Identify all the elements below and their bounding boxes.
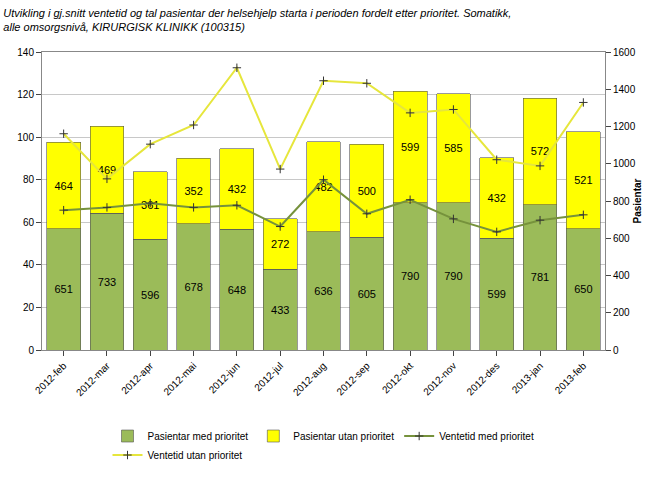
- svg-text:200: 200: [613, 307, 630, 318]
- svg-text:80: 80: [23, 174, 35, 185]
- svg-text:2012-aug: 2012-aug: [291, 360, 329, 398]
- svg-text:Ventetid utan prioritet: Ventetid utan prioritet: [148, 450, 243, 461]
- svg-text:650: 650: [574, 283, 592, 295]
- svg-text:585: 585: [444, 142, 462, 154]
- svg-text:1600: 1600: [613, 47, 636, 58]
- svg-text:605: 605: [358, 288, 376, 300]
- svg-text:Pasientar med prioritet: Pasientar med prioritet: [148, 431, 249, 442]
- svg-text:599: 599: [488, 288, 506, 300]
- svg-text:636: 636: [314, 285, 332, 297]
- svg-text:2012-feb: 2012-feb: [33, 360, 69, 396]
- svg-text:2012-okt: 2012-okt: [380, 360, 415, 395]
- svg-text:120: 120: [17, 89, 34, 100]
- svg-text:600: 600: [613, 233, 630, 244]
- svg-text:40: 40: [23, 259, 35, 270]
- svg-text:678: 678: [184, 281, 202, 293]
- svg-text:651: 651: [54, 283, 72, 295]
- svg-text:2012-jun: 2012-jun: [207, 360, 242, 395]
- svg-text:2012-nov: 2012-nov: [421, 360, 458, 397]
- svg-text:361: 361: [141, 199, 159, 211]
- svg-text:1000: 1000: [613, 158, 636, 169]
- svg-text:572: 572: [531, 145, 549, 157]
- svg-text:140: 140: [17, 47, 34, 58]
- svg-text:781: 781: [531, 271, 549, 283]
- svg-text:1200: 1200: [613, 121, 636, 132]
- svg-text:2012-mar: 2012-mar: [74, 360, 113, 399]
- svg-text:648: 648: [228, 284, 246, 296]
- svg-text:521: 521: [574, 174, 592, 186]
- svg-text:Utvikling i gj.snitt ventetid: Utvikling i gj.snitt ventetid og tal pas…: [3, 7, 511, 33]
- svg-text:733: 733: [98, 276, 116, 288]
- svg-text:433: 433: [271, 304, 289, 316]
- svg-text:60: 60: [23, 217, 35, 228]
- svg-text:272: 272: [271, 238, 289, 250]
- svg-text:0: 0: [28, 345, 34, 356]
- svg-text:500: 500: [358, 185, 376, 197]
- svg-text:800: 800: [613, 196, 630, 207]
- svg-text:1400: 1400: [613, 84, 636, 95]
- svg-text:2013-feb: 2013-feb: [553, 360, 589, 396]
- svg-text:790: 790: [401, 270, 419, 282]
- svg-text:2013-jan: 2013-jan: [510, 360, 545, 395]
- svg-text:0: 0: [613, 345, 619, 356]
- svg-text:482: 482: [314, 181, 332, 193]
- svg-text:790: 790: [444, 270, 462, 282]
- svg-text:599: 599: [401, 141, 419, 153]
- svg-text:2012-apr: 2012-apr: [119, 360, 156, 397]
- svg-text:100: 100: [17, 132, 34, 143]
- svg-text:Pasientar: Pasientar: [632, 178, 643, 223]
- svg-text:2012-mai: 2012-mai: [161, 360, 198, 397]
- svg-text:20: 20: [23, 302, 35, 313]
- svg-text:2012-des: 2012-des: [464, 360, 501, 397]
- svg-text:Ventetid med prioritet: Ventetid med prioritet: [439, 431, 534, 442]
- svg-text:469: 469: [98, 164, 116, 176]
- svg-text:2012-sep: 2012-sep: [334, 360, 372, 398]
- svg-text:596: 596: [141, 289, 159, 301]
- svg-text:352: 352: [184, 185, 202, 197]
- svg-text:Pasientar utan prioritet: Pasientar utan prioritet: [293, 431, 394, 442]
- svg-text:2012-jul: 2012-jul: [252, 360, 285, 393]
- svg-text:432: 432: [228, 183, 246, 195]
- svg-text:432: 432: [488, 192, 506, 204]
- svg-text:400: 400: [613, 270, 630, 281]
- svg-text:464: 464: [54, 180, 72, 192]
